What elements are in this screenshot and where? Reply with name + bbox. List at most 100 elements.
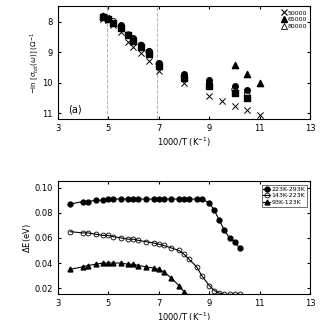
Point bbox=[118, 23, 124, 28]
Point bbox=[131, 36, 136, 41]
143K-223K bbox=[233, 292, 236, 296]
93K-123K bbox=[195, 295, 198, 299]
93K-123K bbox=[207, 295, 211, 299]
93K-123K bbox=[132, 262, 135, 266]
143K-223K bbox=[238, 292, 242, 296]
Point bbox=[106, 15, 111, 20]
Point bbox=[100, 14, 106, 19]
Legend: 223K-293K, 143K-223K, 93K-123K: 223K-293K, 143K-223K, 93K-123K bbox=[261, 185, 307, 207]
Point bbox=[146, 59, 151, 64]
Point bbox=[156, 61, 161, 66]
Y-axis label: $\Delta$E(eV): $\Delta$E(eV) bbox=[21, 223, 33, 253]
223K-293K bbox=[119, 197, 123, 201]
Point bbox=[131, 44, 136, 49]
Point bbox=[118, 26, 124, 31]
93K-123K bbox=[170, 276, 173, 280]
143K-223K bbox=[218, 291, 221, 295]
Point bbox=[139, 50, 144, 55]
Line: 143K-223K: 143K-223K bbox=[68, 229, 242, 297]
Point bbox=[146, 48, 151, 53]
93K-123K bbox=[157, 268, 161, 271]
Point bbox=[106, 17, 111, 22]
93K-123K bbox=[119, 261, 123, 265]
93K-123K bbox=[212, 295, 216, 299]
93K-123K bbox=[182, 290, 186, 294]
143K-223K bbox=[111, 235, 115, 239]
223K-293K bbox=[86, 200, 90, 204]
Y-axis label: $-$ln [$\sigma_{tot}(\omega)$] ($\Omega^{-1}$: $-$ln [$\sigma_{tot}(\omega)$] ($\Omega^… bbox=[28, 32, 41, 94]
Point bbox=[131, 38, 136, 43]
93K-123K bbox=[101, 261, 105, 265]
Point bbox=[146, 49, 151, 54]
143K-223K bbox=[126, 237, 130, 241]
223K-293K bbox=[162, 197, 166, 201]
143K-223K bbox=[228, 292, 231, 296]
Point bbox=[126, 39, 131, 44]
Point bbox=[106, 18, 111, 23]
Point bbox=[244, 108, 250, 113]
223K-293K bbox=[212, 208, 216, 212]
Point bbox=[131, 37, 136, 42]
Line: 93K-123K: 93K-123K bbox=[68, 260, 222, 299]
93K-123K bbox=[106, 261, 110, 265]
143K-223K bbox=[86, 231, 90, 235]
223K-293K bbox=[137, 197, 140, 201]
93K-123K bbox=[144, 265, 148, 269]
223K-293K bbox=[152, 197, 156, 201]
93K-123K bbox=[162, 270, 166, 274]
223K-293K bbox=[81, 200, 85, 204]
143K-223K bbox=[170, 246, 173, 250]
Point bbox=[126, 32, 131, 37]
93K-123K bbox=[152, 266, 156, 270]
Point bbox=[207, 80, 212, 85]
Point bbox=[156, 60, 161, 65]
Point bbox=[207, 94, 212, 99]
143K-223K bbox=[187, 257, 191, 261]
Point bbox=[139, 42, 144, 47]
Point bbox=[118, 30, 124, 35]
223K-293K bbox=[187, 197, 191, 201]
Point bbox=[232, 62, 237, 68]
223K-293K bbox=[170, 197, 173, 201]
143K-223K bbox=[200, 274, 204, 277]
Point bbox=[146, 51, 151, 56]
143K-223K bbox=[182, 252, 186, 256]
143K-223K bbox=[119, 236, 123, 240]
Point bbox=[181, 80, 187, 85]
Point bbox=[126, 33, 131, 38]
223K-293K bbox=[157, 197, 161, 201]
223K-293K bbox=[222, 228, 226, 232]
93K-123K bbox=[187, 294, 191, 298]
Text: (a): (a) bbox=[68, 105, 81, 115]
223K-293K bbox=[195, 197, 198, 201]
93K-123K bbox=[126, 262, 130, 266]
223K-293K bbox=[126, 197, 130, 201]
Point bbox=[244, 95, 250, 100]
143K-223K bbox=[68, 230, 72, 234]
223K-293K bbox=[106, 197, 110, 201]
143K-223K bbox=[137, 238, 140, 242]
143K-223K bbox=[207, 284, 211, 288]
223K-293K bbox=[207, 201, 211, 205]
93K-123K bbox=[68, 268, 72, 271]
223K-293K bbox=[218, 219, 221, 222]
Point bbox=[156, 68, 161, 74]
143K-223K bbox=[195, 265, 198, 269]
143K-223K bbox=[212, 289, 216, 292]
Point bbox=[244, 72, 250, 77]
X-axis label: 1000/T (K$^{-1}$): 1000/T (K$^{-1}$) bbox=[157, 311, 211, 320]
Point bbox=[111, 22, 116, 27]
Point bbox=[257, 112, 262, 117]
Point bbox=[244, 91, 250, 96]
Point bbox=[139, 44, 144, 49]
143K-223K bbox=[106, 234, 110, 237]
X-axis label: 1000/T (K$^{-1}$): 1000/T (K$^{-1}$) bbox=[157, 136, 211, 149]
93K-123K bbox=[177, 284, 181, 288]
93K-123K bbox=[111, 261, 115, 265]
143K-223K bbox=[157, 242, 161, 246]
143K-223K bbox=[144, 240, 148, 244]
223K-293K bbox=[93, 198, 97, 202]
93K-123K bbox=[137, 264, 140, 268]
Point bbox=[232, 91, 237, 96]
Point bbox=[111, 20, 116, 26]
